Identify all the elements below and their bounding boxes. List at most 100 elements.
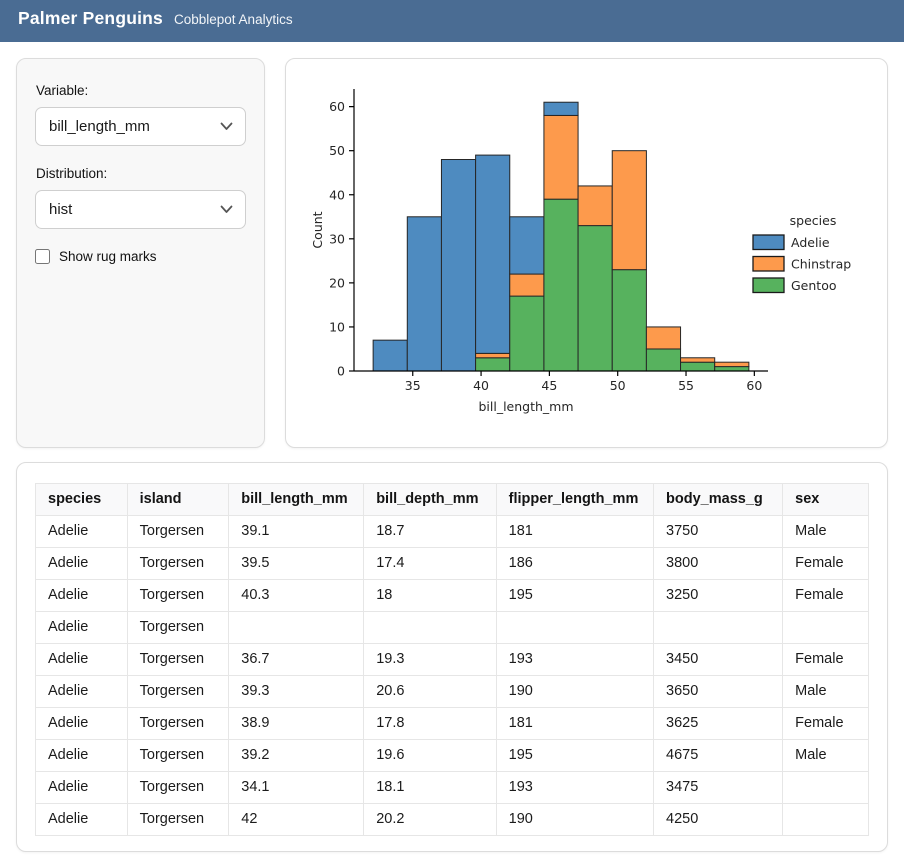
sidebar: Variable: bill_length_mm Distribution: h… bbox=[16, 58, 265, 448]
histogram-bar-segment bbox=[543, 198, 579, 372]
x-tick-label: 55 bbox=[678, 378, 694, 393]
table-cell: 20.6 bbox=[363, 675, 497, 708]
table-cell: Adelie bbox=[35, 643, 128, 676]
y-tick-label: 60 bbox=[329, 99, 345, 114]
table-card: species island bill_length_mm bill_depth_mm… bbox=[16, 462, 888, 852]
data-table: species island bill_length_mm bill_depth_mm… bbox=[35, 483, 869, 836]
table-cell: Torgersen bbox=[126, 803, 230, 836]
table-cell: 17.4 bbox=[363, 547, 497, 580]
table-cell bbox=[495, 611, 655, 644]
table-row: Adelie Torgersen 42 20.2 190 4250 bbox=[35, 803, 869, 836]
distribution-label: Distribution: bbox=[36, 166, 108, 181]
table-cell: Male bbox=[782, 515, 869, 548]
histogram-bar-segment bbox=[543, 114, 579, 200]
table-cell: Male bbox=[782, 739, 869, 772]
y-tick-label: 50 bbox=[329, 143, 345, 158]
table-cell bbox=[782, 803, 869, 836]
table-cell: 181 bbox=[495, 707, 655, 740]
column-header: bill_depth_mm bbox=[363, 483, 497, 516]
histogram-bar-segment bbox=[543, 101, 579, 116]
table-row: Adelie Torgersen 39.5 17.4 186 3800 Female bbox=[35, 547, 869, 580]
distribution-select[interactable]: hist bbox=[35, 190, 246, 229]
table-row: Adelie Torgersen 40.3 18 195 3250 Female bbox=[35, 579, 869, 612]
table-cell bbox=[653, 611, 784, 644]
table-cell: Torgersen bbox=[126, 643, 230, 676]
table-cell: 193 bbox=[495, 643, 655, 676]
y-tick-label: 40 bbox=[329, 187, 345, 202]
histogram-bar-segment bbox=[372, 339, 408, 372]
y-tick-label: 20 bbox=[329, 275, 345, 290]
table-cell bbox=[782, 771, 869, 804]
histogram-bar-segment bbox=[577, 185, 613, 227]
table-cell: 39.3 bbox=[228, 675, 365, 708]
table-row: Adelie Torgersen 38.9 17.8 181 3625 Female bbox=[35, 707, 869, 740]
table-cell: Female bbox=[782, 547, 869, 580]
legend-label: Chinstrap bbox=[791, 257, 851, 272]
table-row: Adelie Torgersen 34.1 18.1 193 3475 bbox=[35, 771, 869, 804]
x-axis-label: bill_length_mm bbox=[478, 399, 573, 414]
legend-label: Gentoo bbox=[791, 278, 837, 293]
table-header-row: species island bill_length_mm bill_depth_mm… bbox=[35, 483, 869, 516]
table-cell: 4675 bbox=[653, 739, 784, 772]
table-cell: 39.2 bbox=[228, 739, 365, 772]
table-cell: 3250 bbox=[653, 579, 784, 612]
page-content: Variable: bill_length_mm Distribution: h… bbox=[0, 42, 904, 852]
table-cell: 40.3 bbox=[228, 579, 365, 612]
legend-title: species bbox=[790, 213, 837, 228]
histogram-bar-segment bbox=[440, 159, 477, 372]
table-cell: 20.2 bbox=[363, 803, 497, 836]
table-cell: Torgersen bbox=[126, 675, 230, 708]
table-cell: 3800 bbox=[653, 547, 784, 580]
table-cell: Adelie bbox=[35, 579, 128, 612]
table-cell: 34.1 bbox=[228, 771, 365, 804]
table-cell: 4250 bbox=[653, 803, 784, 836]
table-cell: 19.6 bbox=[363, 739, 497, 772]
table-cell: 3650 bbox=[653, 675, 784, 708]
table-cell: 38.9 bbox=[228, 707, 365, 740]
table-cell: 19.3 bbox=[363, 643, 497, 676]
table-cell: 3625 bbox=[653, 707, 784, 740]
histogram-bar-segment bbox=[611, 269, 647, 372]
table-row: Adelie Torgersen 39.1 18.7 181 3750 Male bbox=[35, 515, 869, 548]
variable-select[interactable]: bill_length_mm bbox=[35, 107, 246, 146]
variable-select-value: bill_length_mm bbox=[49, 118, 150, 135]
table-cell: Torgersen bbox=[126, 739, 230, 772]
table-cell: 181 bbox=[495, 515, 655, 548]
table-cell: Male bbox=[782, 675, 869, 708]
app-subtitle: Cobblepot Analytics bbox=[174, 12, 293, 27]
table-cell: 18 bbox=[363, 579, 497, 612]
x-tick-label: 50 bbox=[610, 378, 626, 393]
histogram-bar-segment bbox=[680, 361, 716, 372]
legend-swatch bbox=[752, 255, 785, 272]
table-cell: 195 bbox=[495, 739, 655, 772]
histogram-bar-segment bbox=[509, 216, 545, 275]
column-header: sex bbox=[782, 483, 869, 516]
table-cell bbox=[363, 611, 497, 644]
table-cell: 42 bbox=[228, 803, 365, 836]
table-cell: Torgersen bbox=[126, 579, 230, 612]
table-cell: 18.7 bbox=[363, 515, 497, 548]
table-cell: Female bbox=[782, 643, 869, 676]
table-cell: 17.8 bbox=[363, 707, 497, 740]
column-header: flipper_length_mm bbox=[495, 483, 655, 516]
x-tick-label: 60 bbox=[746, 378, 762, 393]
table-row: Adelie Torgersen 39.3 20.6 190 3650 Male bbox=[35, 675, 869, 708]
table-cell: Torgersen bbox=[126, 771, 230, 804]
y-tick-label: 30 bbox=[329, 231, 345, 246]
table-row: Adelie Torgersen 39.2 19.6 195 4675 Male bbox=[35, 739, 869, 772]
x-tick-label: 35 bbox=[405, 378, 421, 393]
histogram-bar-segment bbox=[509, 273, 545, 297]
legend-swatch bbox=[752, 277, 785, 294]
table-cell: Female bbox=[782, 579, 869, 612]
variable-label: Variable: bbox=[36, 83, 89, 98]
histogram-bar-segment bbox=[475, 357, 511, 372]
y-tick-label: 0 bbox=[337, 364, 345, 379]
y-axis-label: Count bbox=[310, 211, 325, 248]
table-cell: 3475 bbox=[653, 771, 784, 804]
table-cell: Adelie bbox=[35, 707, 128, 740]
histogram-bar-segment bbox=[645, 326, 682, 350]
table-cell: 18.1 bbox=[363, 771, 497, 804]
histogram-chart: 35 40 45 50 55 60 0 10 20 30 40 50 60 bill_length_mm C… bbox=[310, 89, 851, 414]
rug-checkbox[interactable] bbox=[35, 249, 50, 264]
rug-checkbox-label: Show rug marks bbox=[59, 249, 157, 264]
